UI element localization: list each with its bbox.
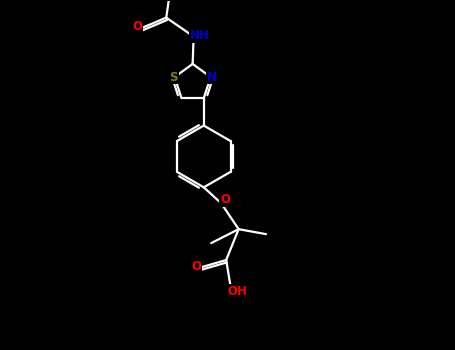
Text: O: O xyxy=(191,260,201,273)
Text: O: O xyxy=(132,20,142,33)
Text: O: O xyxy=(220,193,230,206)
Text: S: S xyxy=(169,70,178,84)
Text: NH: NH xyxy=(190,29,210,42)
Text: OH: OH xyxy=(227,285,247,299)
Text: N: N xyxy=(207,70,217,84)
